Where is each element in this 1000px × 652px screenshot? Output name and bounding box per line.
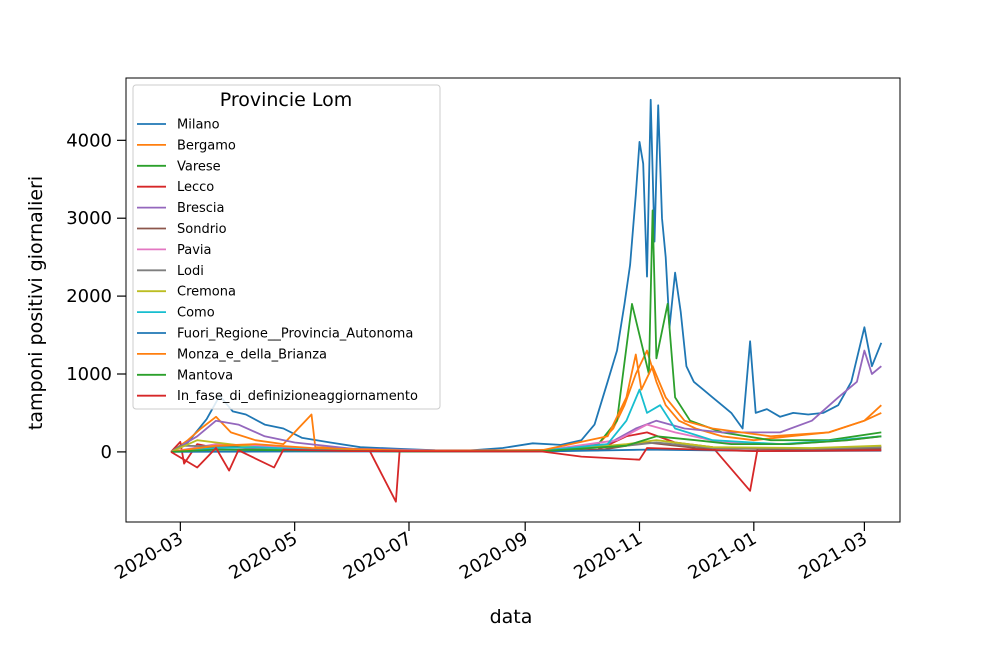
series-line-13 <box>170 447 882 472</box>
series-layer <box>170 98 883 503</box>
x-tick-label-2: 2020-07 <box>340 528 416 584</box>
legend-entry-3: Lecco <box>177 180 214 195</box>
legend-entry-0: Milano <box>177 118 220 133</box>
legend: Provincie Lom Milano Bergamo Varese Lecco Br… <box>132 84 441 410</box>
y-axis-label: tamponi positivi giornalieri <box>25 176 47 430</box>
legend-entry-1: Bergamo <box>177 138 236 153</box>
legend-entry-10: Fuori_Regione__Provincia_Autonoma <box>177 327 413 342</box>
x-tick-label-1: 2020-05 <box>226 528 302 584</box>
legend-entry-6: Pavia <box>177 243 212 258</box>
x-axis: 2020-03 2020-05 2020-07 2020-09 2020-11 2021-… <box>111 522 871 584</box>
series-line-9 <box>170 388 882 453</box>
y-tick-label-3: 3000 <box>66 208 112 229</box>
series-line-0 <box>170 98 883 453</box>
legend-entry-7: Lodi <box>177 264 204 279</box>
y-tick-label-0: 0 <box>101 442 112 463</box>
legend-entry-9: Como <box>177 306 215 321</box>
series-line-11 <box>170 353 882 453</box>
x-tick-label-0: 2020-03 <box>111 528 187 584</box>
legend-entry-5: Sondrio <box>177 222 227 237</box>
plot-frame <box>125 77 901 523</box>
legend-entry-12: Mantova <box>177 368 233 383</box>
series-line-4 <box>170 349 882 453</box>
y-tick-label-2: 2000 <box>66 286 112 307</box>
x-tick-label-6: 2021-03 <box>795 528 871 584</box>
legend-entry-11: Monza_e_della_Brianza <box>177 347 327 362</box>
legend-items: Milano Bergamo Varese Lecco Brescia Sondrio Pa… <box>137 118 418 404</box>
x-axis-label: data <box>490 606 533 628</box>
legend-title: Provincie Lom <box>220 89 353 111</box>
y-tick-label-4: 4000 <box>66 130 112 151</box>
series-line-12 <box>170 435 882 453</box>
legend-box <box>132 84 441 410</box>
legend-entry-2: Varese <box>177 159 221 174</box>
x-tick-label-3: 2020-09 <box>456 528 532 584</box>
x-tick-label-5: 2021-01 <box>685 528 761 584</box>
x-tick-label-4: 2020-11 <box>570 528 646 584</box>
legend-entry-8: Cremona <box>177 285 236 300</box>
legend-entry-13: In_fase_di_definizioneaggiornamento <box>177 389 418 404</box>
y-tick-label-1: 1000 <box>66 364 112 385</box>
legend-entry-4: Brescia <box>177 201 224 216</box>
y-axis: 0 1000 2000 3000 4000 <box>66 130 126 463</box>
